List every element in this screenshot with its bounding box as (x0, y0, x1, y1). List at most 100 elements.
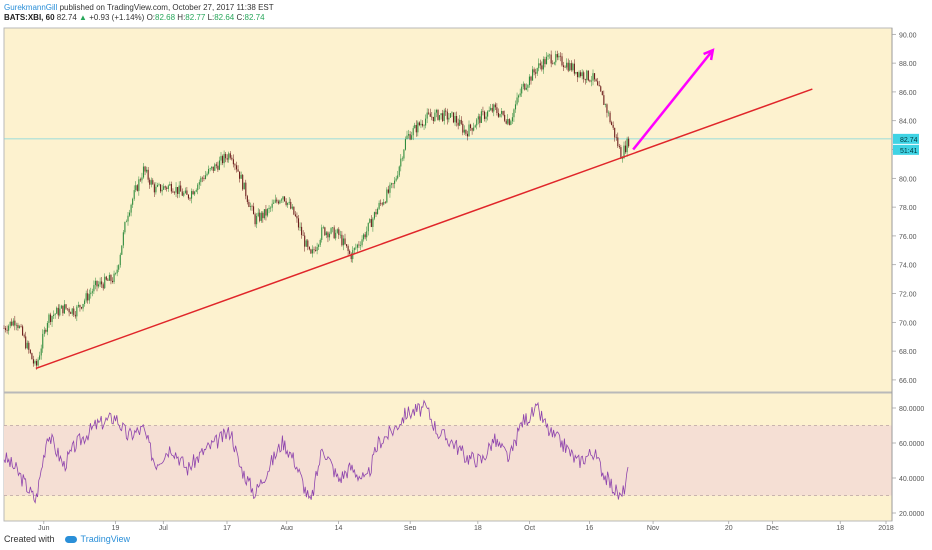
candle-body (31, 353, 33, 360)
candle-body (302, 235, 304, 236)
candle-body (111, 280, 114, 283)
trendline[interactable] (35, 88, 813, 370)
rsi-tick-label: 60.0000 (899, 441, 924, 448)
candle-body (456, 116, 458, 123)
candle-body (358, 244, 360, 246)
price-axis[interactable]: 90.0088.0086.0084.0082.0080.0078.0076.00… (892, 32, 917, 385)
candle-body (330, 228, 332, 234)
candle-body (463, 129, 465, 133)
candle-body (287, 202, 289, 205)
candle-body (129, 212, 131, 216)
candle-body (282, 196, 284, 200)
candle-body (231, 157, 233, 160)
time-axis[interactable]: Jun 19 Jul 17 Aug 14 Sep 18 Oct 16 Nov 20 Dec 18 2018 (38, 521, 894, 530)
tradingview-link[interactable]: TradingView (80, 534, 131, 544)
arrow-shaft[interactable] (632, 49, 714, 151)
symbol-label[interactable]: BATS:XBI, 60 (4, 13, 55, 22)
time-tick-label: Jul (159, 525, 168, 530)
candle-body (201, 177, 203, 179)
time-tick-label: Sep (404, 525, 417, 530)
candle-body (339, 234, 341, 236)
candle-body (428, 112, 430, 114)
ohlc-line: BATS:XBI, 60 82.74 ▲ +0.93 (+1.14%) O:82… (4, 13, 274, 23)
candle-body (301, 226, 303, 236)
close-label: C: (236, 13, 245, 22)
candle-body (279, 200, 281, 204)
candle-body (584, 79, 586, 81)
candle-body (274, 199, 276, 203)
countdown-tag (893, 144, 919, 155)
time-tick-label: 14 (335, 525, 343, 530)
candle-body (149, 179, 151, 185)
candle-body (26, 342, 28, 349)
candle-body (346, 244, 348, 247)
candle-body (457, 122, 459, 126)
candle-body (552, 63, 554, 65)
candle-body (194, 191, 196, 195)
candle-body (313, 249, 315, 251)
candle-body (514, 104, 517, 110)
candle-body (477, 116, 479, 120)
candle-body (569, 63, 571, 71)
candle-body (147, 169, 149, 180)
candle-body (181, 191, 183, 196)
candle-body (449, 113, 451, 118)
candle-body (553, 62, 555, 64)
candle-body (211, 166, 213, 169)
candle-body (15, 324, 17, 326)
candle-body (284, 196, 286, 202)
candle-body (395, 178, 397, 181)
candle-body (256, 216, 258, 225)
candle-body (380, 202, 382, 204)
author-link[interactable]: GurekmannGill (4, 3, 58, 12)
candle-body (251, 206, 253, 207)
candle-body (277, 201, 279, 204)
chart-canvas[interactable]: 90.0088.0086.0084.0082.0080.0078.0076.00… (0, 0, 932, 530)
candle-body (536, 68, 538, 74)
candle-body (161, 189, 163, 192)
candle-body (471, 128, 473, 131)
candle-body (401, 158, 403, 160)
candle-body (466, 133, 468, 137)
arrow-head[interactable] (703, 48, 715, 61)
candle-body (133, 190, 135, 199)
candle-body (184, 190, 186, 194)
candle-body (96, 280, 98, 287)
candle-body (163, 186, 165, 190)
candle-body (88, 294, 90, 301)
candle-body (499, 113, 501, 117)
candle-body (600, 86, 602, 92)
candle-body (425, 118, 427, 126)
candle-body (321, 227, 323, 240)
price-tick-label: 72.00 (899, 292, 917, 299)
candle-body (169, 184, 171, 186)
candle-body (528, 76, 530, 86)
candle-body (561, 56, 563, 66)
candle-body (488, 110, 490, 112)
candle-body (121, 245, 123, 255)
candle-body (609, 112, 611, 123)
candle-body (270, 207, 272, 209)
rsi-axis[interactable]: 80.0000 60.0000 40.0000 20.0000 (892, 406, 924, 518)
candle-body (542, 59, 544, 70)
price-pane[interactable] (3, 27, 893, 393)
candle-body (209, 168, 211, 170)
candle-body (107, 279, 109, 281)
candle-body (158, 184, 160, 186)
candle-body (502, 111, 504, 115)
candle-body (71, 308, 73, 314)
candle-body (85, 293, 87, 301)
candle-body (288, 201, 290, 203)
candle-body (56, 307, 58, 314)
candle-body (39, 355, 41, 360)
candle-body (77, 304, 79, 307)
candle-body (160, 184, 162, 192)
drawings[interactable] (35, 48, 813, 370)
candle-body (195, 190, 197, 192)
candle-body (452, 112, 455, 123)
candle-body (559, 55, 561, 57)
low-label: L: (207, 13, 215, 22)
candle-body (237, 169, 239, 172)
candle-body (594, 73, 596, 80)
candle-body (62, 305, 64, 314)
